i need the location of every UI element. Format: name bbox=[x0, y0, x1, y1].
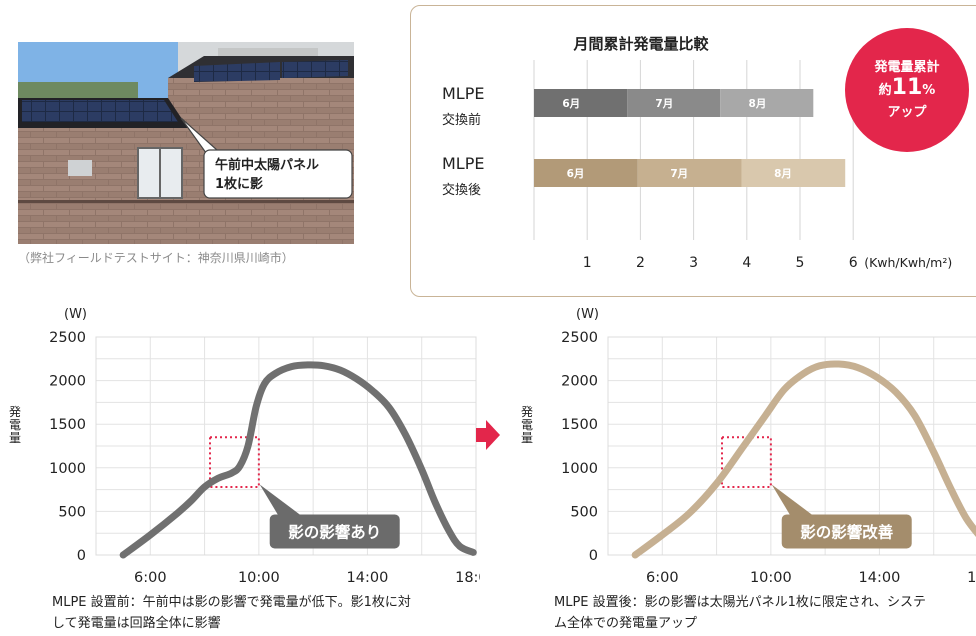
y-tick-label: 1500 bbox=[561, 417, 598, 433]
x-tick-label: 3 bbox=[689, 255, 698, 271]
annotation-label: 影の影響あり bbox=[288, 522, 381, 541]
annotation-label: 影の影響改善 bbox=[800, 522, 894, 541]
y-axis-label-char: 発 bbox=[9, 405, 21, 419]
badge-line1: 発電量累計 bbox=[874, 60, 940, 75]
category-label: MLPE bbox=[442, 84, 484, 103]
photo-caption: （弊社フィールドテストサイト：神奈川県川崎市） bbox=[18, 251, 294, 265]
power-chart-before: (W) 0 500 1000 1500 2000 2500 6:00 10:00 14:00 18:… bbox=[9, 307, 480, 586]
y-tick-label: 2000 bbox=[49, 374, 86, 390]
annotation-pointer bbox=[771, 484, 812, 515]
y-axis-label-char: 量 bbox=[9, 431, 21, 445]
y-tick-label: 2500 bbox=[561, 330, 598, 346]
x-tick-label: 4 bbox=[742, 255, 751, 271]
bar-segment bbox=[637, 159, 742, 187]
x-tick-label: 18:00 bbox=[967, 570, 976, 586]
y-axis-label-char: 電 bbox=[9, 418, 21, 432]
category-label: MLPE bbox=[442, 154, 484, 173]
photo-callout-line2: 1枚に影 bbox=[215, 176, 263, 192]
y-unit-label: (W) bbox=[576, 307, 599, 322]
right-arrow-icon bbox=[476, 420, 500, 450]
annotation-box bbox=[781, 514, 912, 549]
bar-segment-label: 6月 bbox=[567, 168, 585, 180]
y-axis-label: 発電量 bbox=[521, 405, 533, 445]
bar-segment bbox=[534, 89, 628, 117]
comparison-chart: 月間累計発電量比較 1 2 3 4 5 6 (Kwh/Kwh/m²) MLPE 交換前 6月 7月 8月… bbox=[442, 35, 952, 271]
y-tick-label: 1000 bbox=[49, 461, 86, 477]
bar-segment bbox=[534, 159, 638, 187]
caption-before-line2: して発電量は回路全体に影響 bbox=[52, 616, 221, 631]
x-tick-label: 5 bbox=[796, 255, 805, 271]
y-axis-label-char: 量 bbox=[521, 431, 533, 445]
plot-frame bbox=[95, 336, 477, 556]
y-tick-label: 500 bbox=[570, 504, 598, 520]
bar-segment-label: 7月 bbox=[670, 168, 688, 180]
x-tick-label: 10:00 bbox=[238, 570, 280, 586]
house-photo: 午前中太陽パネル 1枚に影 bbox=[18, 42, 354, 244]
badge-line3: アップ bbox=[887, 105, 927, 120]
y-axis-label: 発電量 bbox=[9, 405, 21, 445]
badge-line2: 約11% bbox=[878, 75, 936, 100]
bar-segment bbox=[720, 89, 814, 117]
bar-segment bbox=[627, 89, 721, 117]
y-tick-label: 500 bbox=[58, 504, 86, 520]
caption-after-line2: ム全体での発電量アップ bbox=[554, 616, 698, 631]
annotation-box bbox=[269, 514, 400, 549]
caption-after: MLPE 設置後：影の影響は太陽光パネル1枚に限定され、システ ム全体での発電量… bbox=[554, 592, 976, 634]
power-curve bbox=[119, 361, 477, 559]
x-tick-label: 2 bbox=[636, 255, 645, 271]
x-unit-label: (Kwh/Kwh/m²) bbox=[864, 255, 952, 270]
power-chart-after: (W) 0 500 1000 1500 2000 2500 6:00 10:00 14:00 18:… bbox=[521, 307, 976, 586]
x-tick-label: 1 bbox=[583, 255, 592, 271]
plot-frame bbox=[607, 336, 976, 556]
x-tick-label: 6 bbox=[849, 255, 858, 271]
gain-badge: 発電量累計 約11% アップ bbox=[845, 28, 969, 152]
y-tick-label: 1000 bbox=[561, 461, 598, 477]
x-tick-label: 14:00 bbox=[347, 570, 389, 586]
bar-segment bbox=[741, 159, 846, 187]
y-unit-label: (W) bbox=[64, 307, 87, 322]
bar-segment-label: 7月 bbox=[655, 98, 673, 110]
bar-segment-label: 6月 bbox=[562, 98, 580, 110]
bar-segment-label: 8月 bbox=[749, 98, 767, 110]
badge-number: 11 bbox=[891, 75, 923, 100]
caption-before-line1: MLPE 設置前：午前中は影の影響で発電量が低下。影1枚に対 bbox=[52, 595, 411, 610]
category-sublabel: 交換後 bbox=[442, 182, 481, 198]
y-tick-label: 1500 bbox=[49, 417, 86, 433]
y-tick-label: 2500 bbox=[49, 330, 86, 346]
caption-after-line1: MLPE 設置後：影の影響は太陽光パネル1枚に限定され、システ bbox=[554, 595, 927, 610]
category-sublabel: 交換前 bbox=[442, 112, 481, 128]
x-tick-label: 6:00 bbox=[646, 570, 679, 586]
y-tick-label: 0 bbox=[77, 548, 86, 564]
comparison-panel bbox=[410, 5, 976, 297]
y-axis-label-char: 電 bbox=[521, 418, 533, 432]
comparison-title: 月間累計発電量比較 bbox=[572, 35, 709, 53]
y-tick-label: 0 bbox=[589, 548, 598, 564]
annotation-pointer bbox=[259, 484, 300, 515]
x-tick-label: 14:00 bbox=[859, 570, 901, 586]
y-tick-label: 2000 bbox=[561, 374, 598, 390]
y-axis-label-char: 発 bbox=[521, 405, 533, 419]
x-tick-label: 18:00 bbox=[455, 570, 480, 586]
x-tick-label: 6:00 bbox=[134, 570, 167, 586]
photo-callout-line1: 午前中太陽パネル bbox=[215, 157, 319, 173]
power-curve bbox=[631, 360, 976, 559]
x-tick-label: 10:00 bbox=[750, 570, 792, 586]
bar-segment-label: 8月 bbox=[774, 168, 792, 180]
caption-before: MLPE 設置前：午前中は影の影響で発電量が低下。影1枚に対 して発電量は回路全… bbox=[52, 592, 482, 634]
